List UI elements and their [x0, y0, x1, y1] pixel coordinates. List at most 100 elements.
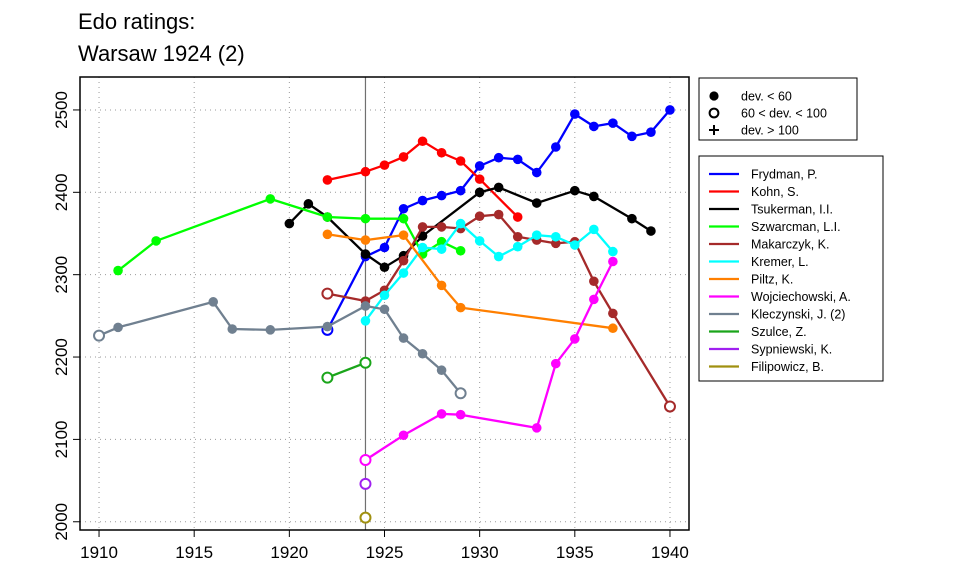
data-point	[398, 230, 409, 240]
x-tick-label: 1925	[366, 543, 404, 562]
filled-circle-icon	[709, 91, 719, 101]
y-tick-label: 2500	[52, 91, 71, 129]
series-line	[364, 260, 614, 461]
series-line	[327, 233, 614, 330]
data-point	[589, 191, 599, 202]
data-point	[398, 430, 409, 441]
series-6	[322, 229, 618, 334]
legend-entry-label: Tsukerman, I.I.	[751, 203, 833, 217]
y-tick-label: 2200	[52, 338, 71, 376]
data-point	[398, 213, 409, 224]
marker-legend-label: dev. > 100	[741, 124, 799, 138]
open-circle-icon	[708, 107, 720, 119]
legend-entry-label: Szwarcman, L.I.	[751, 220, 841, 234]
legend-entry-label: Szulce, Z.	[751, 325, 807, 339]
data-point	[417, 222, 428, 232]
data-point	[512, 231, 523, 242]
data-point-open	[359, 453, 372, 466]
data-point	[493, 152, 504, 163]
data-point	[398, 268, 409, 278]
data-point	[646, 226, 656, 236]
series-3	[113, 194, 466, 276]
series-legend-box	[698, 155, 884, 382]
data-point	[474, 174, 485, 184]
data-point	[531, 198, 542, 208]
data-point	[455, 156, 466, 166]
data-point	[436, 409, 447, 419]
data-point	[113, 322, 123, 333]
data-point	[570, 185, 580, 196]
data-point	[550, 142, 561, 152]
series-line	[327, 140, 519, 218]
data-point	[474, 236, 485, 246]
data-point	[512, 154, 523, 165]
data-point	[608, 308, 618, 319]
data-point-open	[359, 477, 372, 490]
series-10	[359, 477, 372, 490]
legend-entry-label: Kohn, S.	[751, 185, 799, 199]
series-line	[117, 197, 462, 272]
series-4	[321, 209, 676, 413]
data-point	[436, 190, 447, 201]
series-0	[321, 105, 675, 336]
data-point	[379, 290, 390, 301]
y-tick-label: 2000	[52, 503, 71, 541]
data-point	[151, 236, 161, 246]
marker-legend-label: 60 < dev. < 100	[741, 107, 827, 121]
data-point	[627, 213, 637, 224]
data-point	[360, 301, 371, 311]
y-tick-label: 2300	[52, 256, 71, 294]
data-point	[455, 302, 466, 313]
data-point-open	[359, 511, 372, 524]
series-9	[321, 356, 372, 384]
marker-legend-box	[698, 77, 858, 141]
series-legend: Frydman, P. Kohn, S. Tsukerman, I.I. Szwarc…	[698, 155, 884, 382]
legend-entry-label: Kleczynski, J. (2)	[751, 308, 845, 322]
data-point	[589, 294, 599, 305]
series-5	[360, 218, 618, 326]
data-point	[360, 235, 371, 245]
data-point	[493, 251, 504, 262]
data-point	[436, 244, 447, 254]
data-point	[322, 321, 333, 332]
data-point	[512, 212, 523, 222]
data-point	[608, 323, 618, 334]
data-point	[474, 187, 485, 198]
data-point	[531, 423, 542, 433]
data-point	[550, 231, 561, 242]
data-point	[531, 230, 542, 240]
data-point	[570, 109, 580, 119]
data-point	[398, 333, 409, 343]
data-point	[398, 255, 409, 266]
data-point	[436, 147, 447, 158]
data-point	[455, 409, 466, 420]
data-point	[379, 242, 390, 253]
series-line	[327, 213, 671, 408]
legend-entry-label: Wojciechowski, A.	[751, 290, 851, 304]
marker-legend-label: dev. < 60	[741, 90, 792, 104]
data-point	[360, 315, 371, 326]
series-line	[326, 361, 366, 379]
data-point-open	[321, 371, 334, 384]
data-point-open	[663, 400, 676, 413]
chart-title-line-1: Edo ratings:	[78, 9, 196, 34]
data-point	[455, 245, 466, 256]
series-7	[359, 256, 618, 466]
data-point	[436, 222, 447, 232]
legend-entry-label: Filipowicz, B.	[751, 360, 824, 374]
data-point	[455, 218, 466, 229]
data-point	[417, 242, 428, 253]
data-point	[417, 348, 428, 359]
data-point	[570, 334, 580, 344]
data-point	[322, 175, 333, 185]
series-line	[98, 300, 462, 395]
data-point	[455, 185, 466, 196]
x-tick-label: 1910	[80, 543, 118, 562]
data-point	[360, 249, 371, 259]
data-point	[303, 199, 314, 209]
data-point	[570, 240, 580, 250]
data-point	[208, 297, 219, 307]
legend-entry-label: Frydman, P.	[751, 168, 817, 182]
data-point	[608, 246, 618, 257]
x-tick-label: 1930	[461, 543, 499, 562]
